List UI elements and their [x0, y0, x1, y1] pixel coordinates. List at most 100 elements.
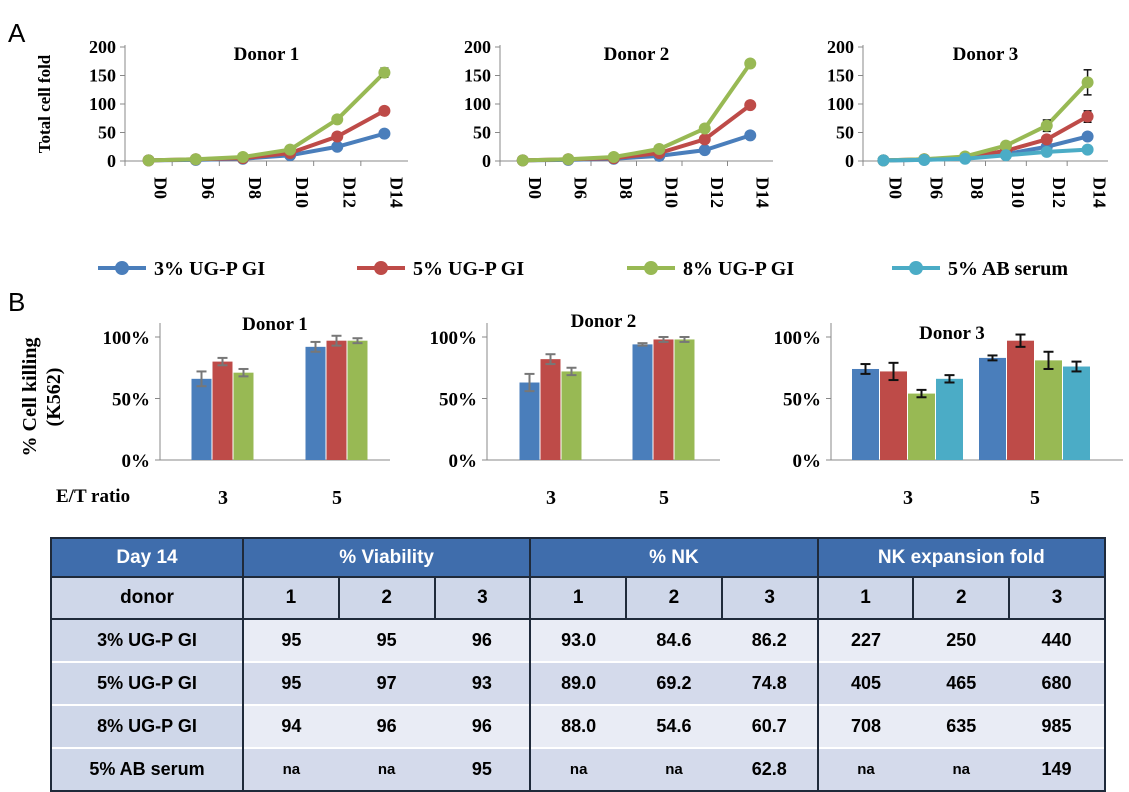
x-tick-label: D12: [707, 177, 727, 208]
table-cell: na: [816, 747, 914, 792]
bar: [1063, 366, 1090, 460]
legend-label: 5% AB serum: [948, 258, 1068, 280]
y-tick-label: 150: [89, 66, 116, 86]
y-tick-label: 100: [89, 94, 116, 114]
table-row: 5% UG-P GI 95 97 93 89.0 69.2 74.8 405 465 680: [50, 661, 1106, 705]
x-tick-label: D12: [339, 177, 359, 208]
x-tick-label: D6: [198, 177, 218, 199]
data-point: [331, 130, 344, 143]
bar: [191, 378, 212, 460]
data-point: [1081, 143, 1094, 156]
x-tick-label: D10: [292, 177, 312, 208]
data-point: [284, 143, 297, 156]
data-point: [1040, 145, 1053, 158]
table-cell: 54.6: [626, 704, 722, 748]
bar: [347, 340, 368, 460]
bar: [519, 382, 540, 460]
bar: [1007, 340, 1034, 460]
data-point: [378, 66, 391, 79]
row-label: 5% AB serum: [50, 747, 244, 792]
table-cell: 440: [1009, 618, 1106, 662]
table-cell: 88.0: [529, 704, 627, 748]
donor-column-header: 2: [337, 576, 436, 620]
donor-column-header: 2: [625, 576, 723, 620]
table-header-nk-expansion-fold: NK expansion fold: [816, 537, 1107, 578]
x-tick-label: D0: [151, 177, 171, 199]
table-cell: na: [913, 747, 1010, 792]
table-cell: 96: [434, 618, 531, 662]
donor-column-header: 1: [529, 576, 628, 620]
x-tick-label: 5: [659, 487, 669, 509]
data-point: [378, 127, 391, 140]
y-tick-label: 100%: [774, 328, 822, 349]
data-point: [698, 133, 711, 146]
legend-label: 3% UG-P GI: [154, 258, 265, 280]
table-cell: 465: [913, 661, 1010, 705]
series-line: [148, 71, 386, 163]
table-cell: 95: [338, 618, 435, 662]
legend-label: 8% UG-P GI: [683, 258, 794, 280]
table-cell: 95: [243, 661, 339, 705]
bar: [936, 378, 963, 460]
table-row: 8% UG-P GI 94 96 96 88.0 54.6 60.7 708 635 985: [50, 704, 1106, 748]
table-subheader-row: donor 1 2 3 1 2 3 1 2 3: [50, 576, 1106, 620]
table-cell: 86.2: [721, 618, 818, 662]
bar: [979, 357, 1006, 460]
data-point: [378, 104, 391, 117]
table-cell: 94: [243, 704, 339, 748]
y-tick-label: 200: [464, 37, 491, 57]
table-cell: 405: [816, 661, 914, 705]
data-point: [959, 152, 972, 165]
y-tick-label: 100: [464, 94, 491, 114]
x-tick-label: D12: [1049, 177, 1069, 208]
table-cell: 708: [816, 704, 914, 748]
y-tick-label: 0: [845, 151, 854, 171]
data-point: [1081, 76, 1094, 89]
row-label: 3% UG-P GI: [50, 618, 244, 662]
donor-header: donor: [50, 576, 244, 620]
table-header-nk: % NK: [529, 537, 819, 578]
panel-label-c: C: [8, 535, 27, 537]
data-point: [744, 129, 757, 142]
x-tick-label: D14: [752, 177, 772, 208]
x-tick-label: D8: [245, 177, 265, 199]
legend-item: 5% UG-P GI: [357, 258, 524, 280]
data-point: [744, 57, 757, 70]
row-label: 8% UG-P GI: [50, 704, 244, 748]
bar: [305, 346, 326, 460]
chart-title: Donor 1: [242, 314, 308, 335]
table-cell: na: [338, 747, 435, 792]
donor-column-header: 1: [242, 576, 340, 620]
data-point: [236, 151, 249, 164]
donor-column-header: 2: [912, 576, 1011, 620]
series-line: [522, 62, 752, 163]
legend-item: 3% UG-P GI: [98, 258, 265, 280]
y-tick-label: 200: [89, 37, 116, 57]
bar-chart-donor-3: 0% 50% 100% 3 5 Donor 3: [774, 323, 1123, 509]
table-cell: 69.2: [626, 661, 722, 705]
data-point: [877, 154, 890, 167]
chart-title: Donor 3: [919, 323, 985, 344]
series-line: [883, 80, 1090, 163]
panel-label-a: A: [8, 18, 26, 48]
bar-chart-donor-1: 0% 50% 100% 3 5 Donor 1 % Cell killing (K562) E/…: [19, 314, 390, 509]
table-cell: 89.0: [529, 661, 627, 705]
legend-marker: [374, 261, 388, 275]
bar: [540, 359, 561, 460]
y-tick-label: 50%: [439, 390, 477, 411]
chart-title: Donor 1: [234, 44, 300, 65]
y-axis-label: Total cell fold: [35, 54, 54, 153]
x-tick-label: 5: [332, 487, 342, 509]
y-tick-label: 50%: [783, 390, 821, 411]
bar: [233, 372, 254, 460]
panel-label-b: B: [8, 287, 25, 317]
x-tick-label: D8: [967, 177, 987, 199]
data-point: [562, 153, 575, 166]
x-tick-label: D10: [1008, 177, 1028, 208]
y-tick-label: 0%: [793, 451, 822, 472]
y-tick-label: 100%: [103, 328, 151, 349]
y-tick-label: 50%: [112, 390, 150, 411]
bar-chart-donor-2: 0% 50% 100% 3 5 Donor 2: [430, 311, 720, 509]
donor-column-header: 3: [1008, 576, 1106, 620]
chart-title: Donor 2: [604, 44, 670, 65]
